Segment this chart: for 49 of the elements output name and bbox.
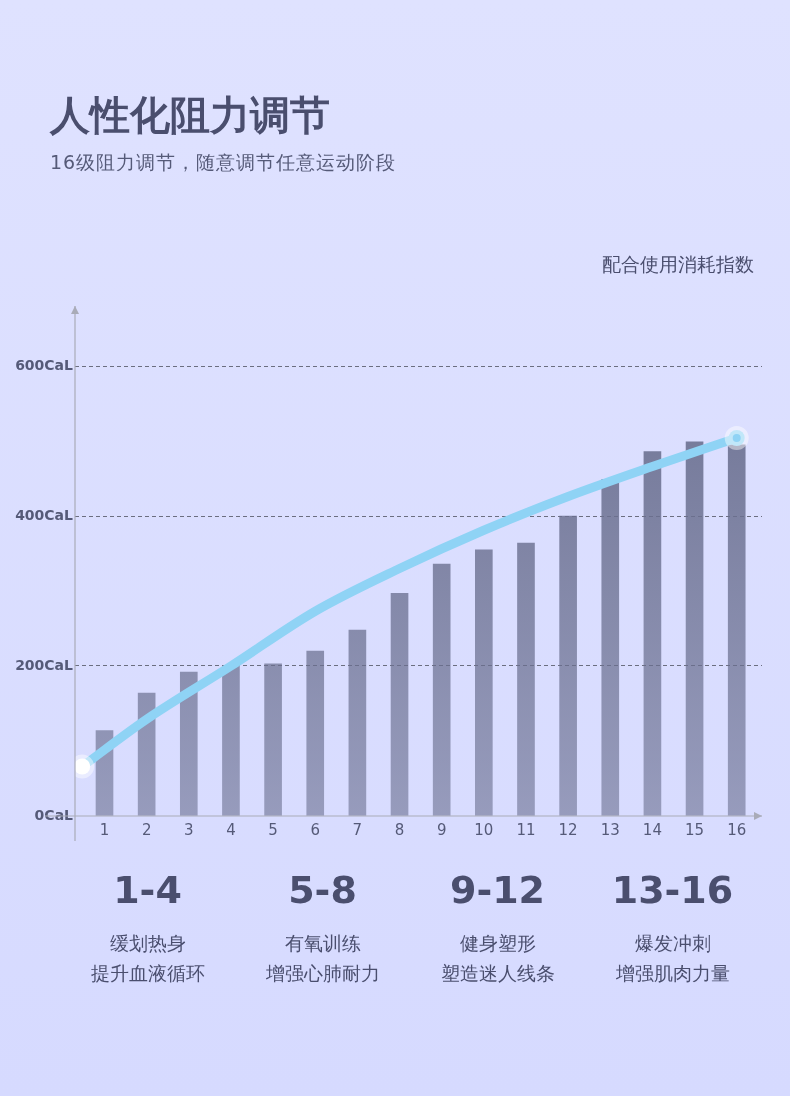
bar: [179, 671, 198, 816]
x-tick-label: 14: [642, 820, 662, 839]
y-tick-label: 0CaL: [34, 806, 74, 823]
text: 缓划热身: [108, 931, 187, 956]
x-tick-label: 11: [516, 820, 536, 839]
chart-title: 人性化阻力调节: [50, 91, 330, 140]
x-tick-label: 4: [226, 820, 236, 839]
bar: [432, 563, 451, 816]
text: 塑造迷人线条: [439, 961, 556, 986]
x-tick-label: 5: [268, 820, 278, 839]
bar: [348, 629, 367, 816]
text: 9-12: [448, 868, 547, 912]
text: 增强肌肉力量: [614, 961, 731, 986]
text: 配合使用消耗指数: [602, 252, 754, 277]
text: 13-16: [610, 868, 735, 912]
x-tick-label: 1: [99, 820, 110, 839]
bar: [264, 663, 282, 816]
bar: [559, 515, 577, 816]
text: 健身塑形: [458, 931, 537, 956]
chart-subtitle: 16级阻力调节，随意调节任意运动阶段: [50, 150, 397, 175]
bar: [643, 451, 662, 816]
x-tick-label: 12: [558, 820, 578, 839]
text: 1-4: [112, 868, 183, 912]
bar: [306, 650, 325, 816]
x-tick-label: 6: [310, 820, 321, 839]
bar: [601, 478, 620, 816]
x-tick-label: 9: [436, 820, 447, 839]
text: 爆发冲刺: [633, 931, 712, 956]
bar: [517, 542, 535, 816]
x-tick-label: 2: [141, 820, 152, 839]
x-tick-label: 3: [184, 820, 194, 839]
text: 提升血液循环: [89, 961, 206, 986]
x-tick-label: 7: [352, 820, 363, 839]
bar: [685, 441, 704, 816]
bar: [390, 592, 409, 816]
x-tick-label: 16: [727, 820, 747, 839]
x-tick-label: 15: [685, 820, 705, 839]
bar: [727, 444, 746, 816]
text: 有氧训练: [283, 931, 362, 956]
bar: [475, 549, 493, 816]
bar: [222, 665, 240, 816]
y-tick-label: 200CaL: [15, 656, 74, 673]
x-tick-label: 13: [600, 820, 620, 839]
x-tick-label: 10: [474, 820, 494, 839]
y-tick-label: 600CaL: [15, 356, 74, 373]
text: 增强心肺耐力: [264, 961, 381, 986]
text: 5-8: [287, 868, 358, 912]
y-tick-label: 400CaL: [15, 506, 74, 523]
x-tick-label: 8: [394, 820, 405, 839]
